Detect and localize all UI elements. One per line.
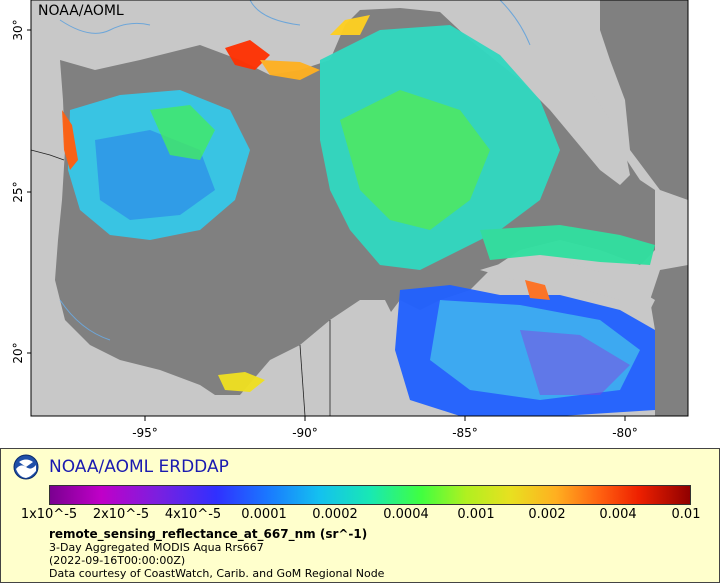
caribbean-water — [600, 0, 688, 200]
lon-tick-marks — [144, 416, 626, 421]
lat-tick-label: 20° — [11, 342, 25, 363]
reflectance-data-layer — [62, 15, 655, 416]
noaa-logo-icon — [13, 454, 39, 480]
lat-tick-label: 25° — [11, 181, 25, 202]
provider-tag: NOAA/AOML — [38, 3, 124, 19]
map-panel: 30° 25° 20° -95° -90° -85° -80° NOAA/AOM… — [11, 0, 689, 440]
lon-tick-label: -85° — [452, 426, 478, 440]
legend-panel: NOAA/AOML ERDDAP 1x10^-5 2x10^-5 4x10^-5… — [0, 448, 720, 583]
lat-tick-label: 30° — [11, 19, 25, 40]
time-stamp: (2022-09-16T00:00:00Z) — [49, 554, 186, 567]
lon-tick-label: -90° — [292, 426, 318, 440]
political-borders — [30, 149, 331, 417]
florida-peninsula — [470, 40, 630, 185]
legend-title: NOAA/AOML ERDDAP — [49, 457, 229, 477]
colorbar-tick-label: 0.01 — [671, 507, 701, 522]
data-credit: Data courtesy of CoastWatch, Carib. and … — [49, 567, 385, 580]
lon-tick-label: -95° — [132, 426, 158, 440]
colorbar-tick-label: 0.002 — [528, 507, 566, 522]
lon-tick-label: -80° — [612, 426, 638, 440]
colorbar-tick-label: 0.0004 — [383, 507, 429, 522]
cuba-island — [480, 258, 655, 310]
yucatan-peninsula — [240, 300, 395, 416]
river-lines — [59, 0, 531, 341]
map-canvas: 30° 25° 20° -95° -90° -85° -80° — [11, 0, 689, 440]
variable-name: remote_sensing_reflectance_at_667_nm (sr… — [49, 527, 368, 541]
dataset-name: 3-Day Aggregated MODIS Aqua Rrs667 — [49, 541, 264, 554]
colorbar-tick-label: 2x10^-5 — [92, 507, 150, 522]
colorbar-tick-label: 0.0001 — [241, 507, 287, 522]
colorbar-tick-label: 4x10^-5 — [164, 507, 222, 522]
colorbar-tick-label: 0.0002 — [312, 507, 358, 522]
colorbar-tick-label: 1x10^-5 — [20, 507, 78, 522]
plot-frame — [30, 0, 689, 417]
lat-tick-marks — [27, 29, 31, 354]
colorbar-tick-label: 0.004 — [599, 507, 637, 522]
colorbar-tick-label: 0.001 — [457, 507, 495, 522]
colorbar — [49, 485, 691, 505]
